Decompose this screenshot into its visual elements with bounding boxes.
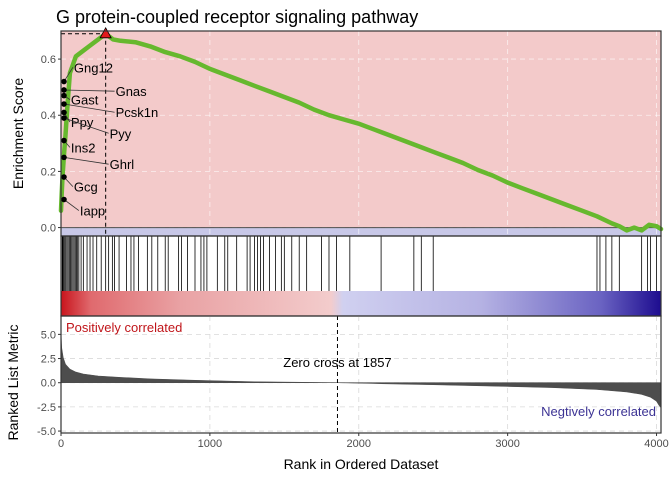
negatively-correlated-label: Negtively correlated — [541, 404, 656, 419]
gene-connector — [63, 117, 109, 134]
positive-background — [61, 31, 661, 228]
metric-y-title: Ranked List Metric — [5, 325, 21, 441]
x-tick-label: 2000 — [347, 438, 371, 450]
enrichment-y-ticks: 0.0 0.2 0.4 0.6 — [41, 54, 61, 235]
y-tick-label: 2.5 — [41, 354, 56, 366]
gene-point — [61, 101, 67, 107]
gene-label: Gcg — [74, 180, 98, 195]
gene-point — [61, 137, 67, 144]
gene-connector — [63, 103, 115, 113]
gene-point — [61, 109, 67, 116]
chart-title: G protein-coupled receptor signaling pat… — [56, 7, 418, 27]
x-ticks: 0 1000 2000 3000 4000 — [58, 433, 669, 450]
negative-background — [61, 227, 661, 236]
gene-point — [61, 87, 67, 93]
gene-connector — [63, 199, 80, 211]
zero-cross-label: Zero cross at 1857 — [283, 355, 391, 370]
gene-connector — [63, 156, 109, 165]
x-axis-title: Rank in Ordered Dataset — [284, 456, 439, 472]
gene-label: Ghrl — [110, 157, 135, 172]
gene-point — [61, 115, 67, 121]
gene-label: Ppy — [71, 115, 94, 130]
peak-guides — [61, 33, 107, 236]
running-enrichment-line — [58, 31, 664, 233]
gene-label: Gng12 — [74, 60, 113, 75]
positively-correlated-label: Positively correlated — [66, 320, 182, 335]
gene-label: Pyy — [110, 126, 132, 141]
x-tick-label: 0 — [58, 438, 64, 450]
y-tick-label: -5.0 — [37, 426, 56, 438]
gene-point — [61, 92, 67, 99]
gene-label: Iapp — [80, 204, 105, 219]
gene-point — [61, 196, 67, 203]
metric-y-ticks: -5.0 -2.5 0.0 2.5 5.0 — [37, 329, 61, 438]
y-tick-label: 0.2 — [41, 166, 56, 178]
barcode-panel — [60, 235, 662, 317]
gene-connector — [63, 89, 115, 92]
gene-point — [61, 174, 67, 180]
y-tick-label: 0.0 — [41, 378, 56, 390]
peak-marker — [99, 26, 112, 39]
hit-marks — [61, 236, 657, 291]
ranked-metric-panel: Positively correlated Negtively correlat… — [5, 315, 669, 472]
rank-gradient-bar — [61, 291, 661, 316]
gene-point — [61, 78, 67, 85]
y-tick-label: -2.5 — [37, 402, 56, 414]
x-tick-label: 4000 — [644, 438, 668, 450]
gene-label: Pcsk1n — [116, 105, 159, 120]
y-tick-label: 5.0 — [41, 329, 56, 341]
ranked-metric-area — [60, 332, 661, 408]
x-tick-label: 3000 — [495, 438, 519, 450]
enrichment-y-title: Enrichment Score — [10, 78, 26, 189]
gene-label: Gnas — [116, 84, 148, 99]
metric-frame — [60, 315, 662, 434]
y-tick-label: 0.6 — [41, 54, 56, 66]
x-tick-label: 1000 — [198, 438, 222, 450]
gene-label: Ins2 — [71, 140, 96, 155]
gene-label: Gast — [71, 93, 99, 108]
gene-point — [61, 154, 67, 161]
y-tick-label: 0.0 — [41, 223, 56, 235]
gene-connector — [63, 67, 74, 82]
y-tick-label: 0.4 — [41, 110, 56, 122]
